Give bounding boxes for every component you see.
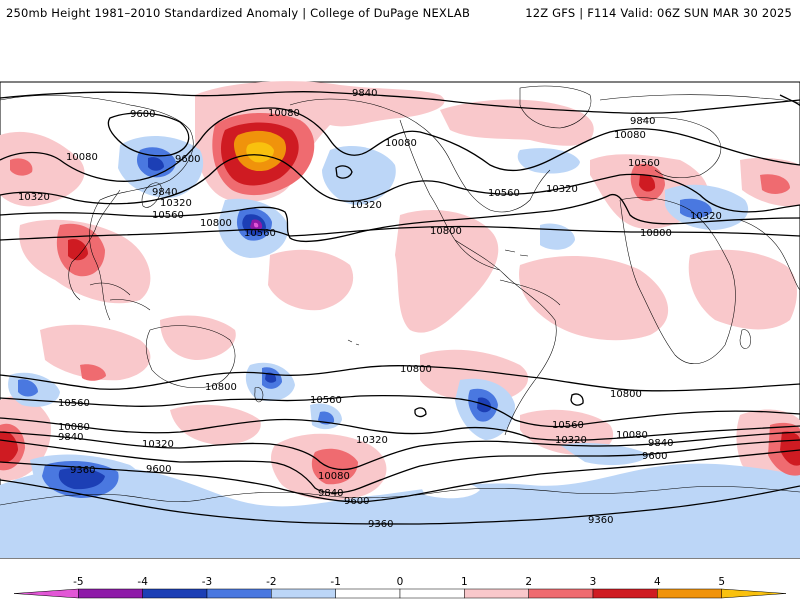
contour-label: 10560 [628, 158, 660, 169]
colorbar-tick-label: 1 [461, 576, 468, 588]
contour-label: 10800 [200, 218, 232, 229]
contour-label: 9840 [630, 116, 655, 127]
contour-label: 10320 [546, 184, 578, 195]
colorbar-tick-label: -5 [73, 576, 83, 588]
contour-label: 10320 [356, 435, 388, 446]
contour-label: 10800 [400, 364, 432, 375]
contour-label: 9840 [58, 432, 83, 443]
contour-label: 10320 [690, 211, 722, 222]
colorbar-tick-label: -1 [330, 576, 340, 588]
contour-label: 10080 [385, 138, 417, 149]
contour-label: 10560 [552, 420, 584, 431]
colorbar-bin [335, 588, 401, 599]
contour-label: 10560 [488, 188, 520, 199]
colorbar-bin [592, 588, 658, 599]
contour-label: 9840 [318, 488, 343, 499]
contour-label: 10320 [18, 192, 50, 203]
colorbar-bin [78, 588, 143, 599]
contour-labels: 9840 9600 10080 9600 10080 10320 9840 10… [18, 88, 722, 530]
contour-label: 10560 [58, 398, 90, 409]
contour-label: 10560 [244, 228, 276, 239]
contour-label: 10080 [318, 471, 350, 482]
contour-label: 10800 [610, 389, 642, 400]
colorbar-tick-label: 3 [590, 576, 597, 588]
colorbar-tick-label: -2 [266, 576, 276, 588]
contour-label: 10320 [142, 439, 174, 450]
colorbar-bin [206, 588, 272, 599]
colorbar-bin [657, 588, 722, 599]
contour-label: 10080 [616, 430, 648, 441]
contour-label: 10080 [58, 422, 90, 433]
contour-label: 10320 [555, 435, 587, 446]
colorbar: -5 -4 -3 -2 -1 0 1 2 3 4 5 [13, 576, 787, 599]
contour-label: 10560 [152, 210, 184, 221]
contour-label: 10560 [310, 395, 342, 406]
colorbar-bin [399, 588, 465, 599]
colorbar-tick-label: 2 [525, 576, 532, 588]
contour-label: 10800 [640, 228, 672, 239]
contour-label: 9360 [588, 515, 613, 526]
contour-label: 10080 [268, 108, 300, 119]
colorbar-tick-label: -3 [202, 576, 212, 588]
anomaly-shading [0, 81, 800, 558]
contour-label: 10320 [350, 200, 382, 211]
model-run-label: 12Z GFS | F114 Valid: 06Z SUN MAR 30 202… [525, 6, 792, 20]
contour-label: 9600 [146, 464, 171, 475]
colorbar-tick-label: 5 [718, 576, 725, 588]
colorbar-bin [271, 588, 336, 599]
contour-label: 9600 [130, 109, 155, 120]
colorbar-bin [464, 588, 529, 599]
contour-label: 10080 [614, 130, 646, 141]
contour-label: 10800 [430, 226, 462, 237]
colorbar-tick-label: -4 [137, 576, 148, 588]
contour-label: 9840 [352, 88, 377, 99]
contour-label: 9360 [368, 519, 393, 530]
colorbar-bin [528, 588, 594, 599]
colorbar-low-arrow [13, 588, 79, 599]
colorbar-tick-label: 4 [654, 576, 661, 588]
map-title: 250mb Height 1981–2010 Standardized Anom… [6, 6, 471, 20]
contour-label: 9600 [344, 496, 369, 507]
colorbar-bin [142, 588, 208, 599]
contour-label: 10800 [205, 382, 237, 393]
contour-label: 9600 [175, 154, 200, 165]
contour-label: 9360 [70, 465, 95, 476]
height-contours [0, 91, 800, 525]
contour-label: 9840 [152, 187, 177, 198]
colorbar-tick-label: 0 [397, 576, 404, 588]
colorbar-high-arrow [721, 588, 787, 599]
contour-label: 9600 [642, 451, 667, 462]
contour-label: 9840 [648, 438, 673, 449]
contour-label: 10320 [160, 198, 192, 209]
contour-label: 10080 [66, 152, 98, 163]
